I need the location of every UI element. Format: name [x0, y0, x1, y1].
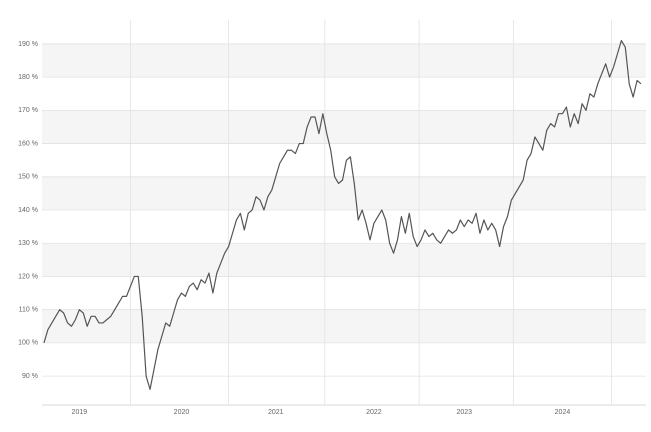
x-tick-label: 2020 — [174, 409, 190, 416]
y-tick-label: 150 % — [18, 174, 38, 181]
y-tick-label: 100 % — [18, 340, 38, 347]
y-tick-label: 190 % — [18, 41, 38, 48]
y-tick-label: 90 % — [22, 373, 38, 380]
x-tick-label: 2023 — [456, 409, 472, 416]
y-tick-label: 180 % — [18, 74, 38, 81]
y-tick-label: 170 % — [18, 107, 38, 114]
x-tick-label: 2024 — [555, 409, 571, 416]
y-tick-label: 120 % — [18, 273, 38, 280]
y-tick-label: 110 % — [19, 307, 38, 314]
y-tick-label: 130 % — [18, 240, 38, 247]
band — [42, 243, 646, 277]
band — [42, 176, 646, 211]
line — [43, 40, 642, 390]
band — [42, 43, 646, 78]
y-tick-label: 140 % — [18, 207, 38, 214]
x-tick-label: 2019 — [72, 409, 88, 416]
band — [42, 309, 646, 343]
y-tick-label: 160 % — [18, 140, 38, 147]
x-tick-label: 2021 — [268, 409, 284, 416]
x-tick-label: 2022 — [366, 409, 382, 416]
band — [42, 110, 646, 144]
